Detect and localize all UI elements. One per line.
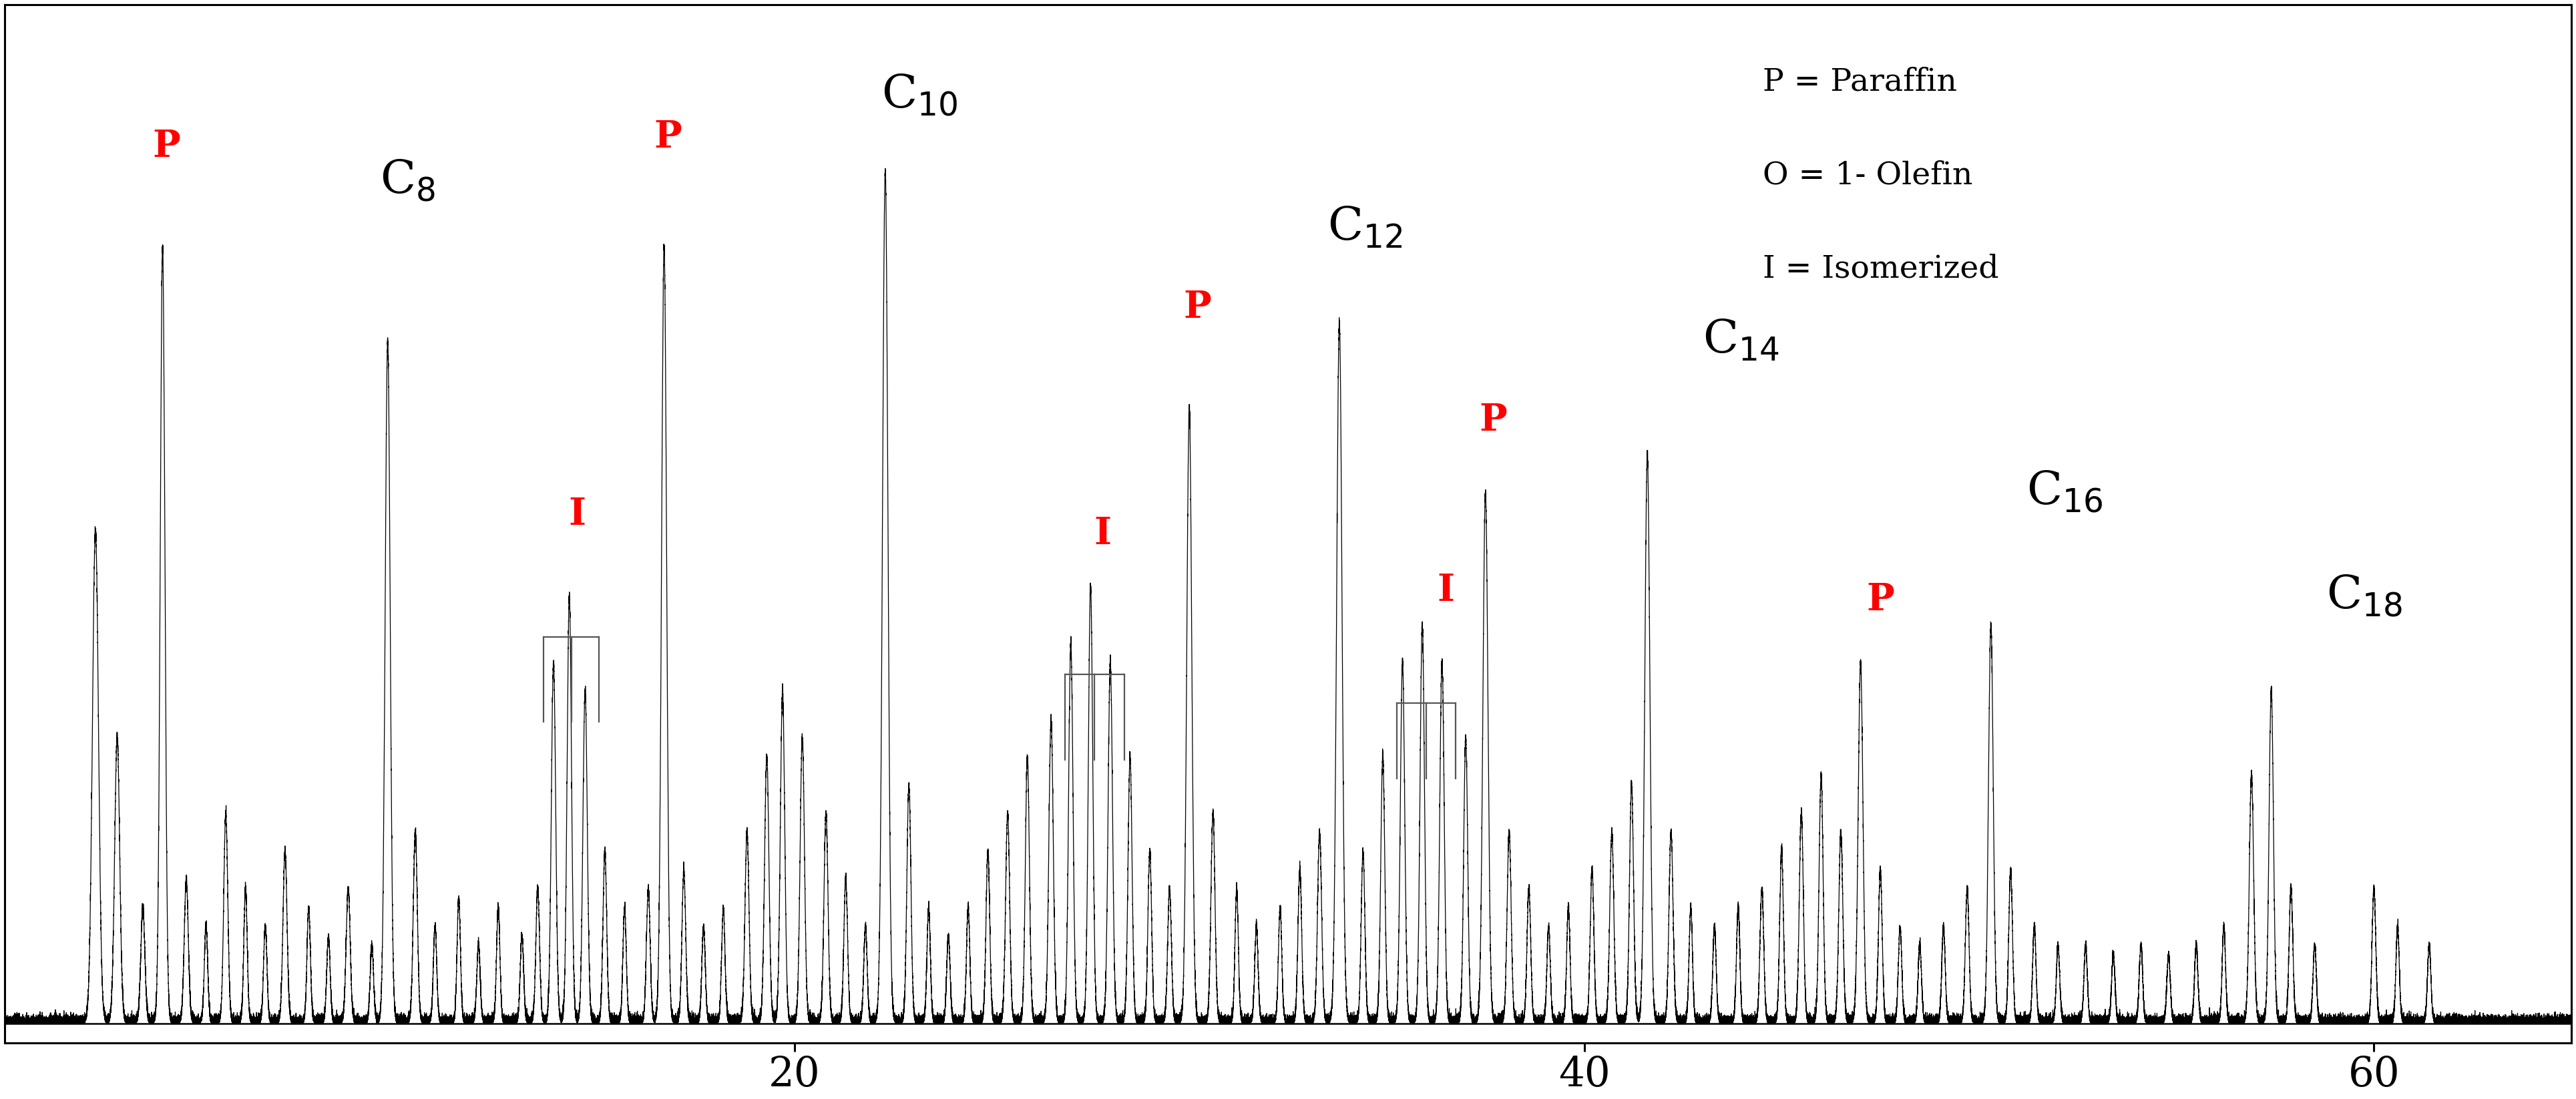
Text: $\mathregular{C}_{14}$: $\mathregular{C}_{14}$ xyxy=(1703,319,1780,364)
Text: I: I xyxy=(1437,571,1455,609)
Text: I: I xyxy=(1095,515,1110,552)
Text: $\mathregular{C}_{12}$: $\mathregular{C}_{12}$ xyxy=(1327,206,1404,249)
Text: P: P xyxy=(1479,402,1507,439)
Text: P: P xyxy=(654,119,683,156)
Text: P: P xyxy=(152,129,180,165)
Text: P: P xyxy=(1868,581,1893,618)
Text: P: P xyxy=(1182,289,1211,325)
Text: $\mathregular{C}_{8}$: $\mathregular{C}_{8}$ xyxy=(379,157,435,203)
Text: O = 1- Olefin: O = 1- Olefin xyxy=(1762,160,1973,190)
Text: $\mathregular{C}_{16}$: $\mathregular{C}_{16}$ xyxy=(2027,469,2102,514)
Text: $\mathregular{C}_{10}$: $\mathregular{C}_{10}$ xyxy=(881,73,958,118)
Text: I = Isomerized: I = Isomerized xyxy=(1762,254,1999,284)
Text: P = Paraffin: P = Paraffin xyxy=(1762,67,1958,97)
Text: $\mathregular{C}_{18}$: $\mathregular{C}_{18}$ xyxy=(2326,573,2403,618)
Text: I: I xyxy=(569,497,585,533)
